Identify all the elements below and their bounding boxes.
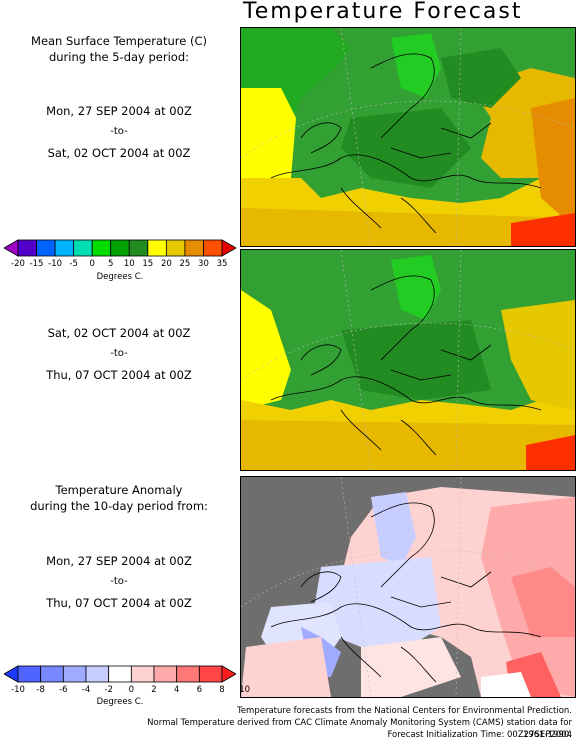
anomaly-colorbar-swatch xyxy=(17,665,42,683)
panel3-end-date: Thu, 07 OCT 2004 at 00Z xyxy=(46,596,192,610)
anomaly-colorbar-tick-label: 2 xyxy=(151,685,157,695)
anomaly-colorbar-tick-label: -6 xyxy=(59,685,68,695)
credits-line3: Forecast Initialization Time: 00Z27SEP20… xyxy=(387,730,572,740)
temperature-colorbar-tick-label: -15 xyxy=(29,259,44,269)
anomaly-colorbar-swatch xyxy=(198,665,223,683)
panel1-start-date: Mon, 27 SEP 2004 at 00Z xyxy=(46,104,192,118)
anomaly-colorbar-swatch xyxy=(176,665,200,683)
anomaly-colorbar-arrow-left xyxy=(4,665,19,683)
anomaly-colorbar-tick-label: 0 xyxy=(128,685,135,695)
panel2-start-date: Sat, 02 OCT 2004 at 00Z xyxy=(47,326,191,340)
anomaly-colorbar-tick-label: 4 xyxy=(173,685,180,695)
temperature-colorbar-swatch xyxy=(17,239,37,257)
temperature-colorbar-ticks: -20 -15 -10 -5 0 5 10 15 20 25 30 35 xyxy=(0,259,240,271)
anomaly-colorbar-swatch xyxy=(108,665,132,683)
mean-temperature-map-1 xyxy=(240,27,576,247)
temperature-colorbar-tick-label: 5 xyxy=(108,259,114,269)
panel1-end-date: Sat, 02 OCT 2004 at 00Z xyxy=(47,146,191,160)
temperature-colorbar-swatch xyxy=(73,239,93,257)
temperature-colorbar xyxy=(4,238,236,260)
temperature-colorbar-arrow-left xyxy=(4,239,19,257)
credits-line1: Temperature forecasts from the National … xyxy=(237,706,572,716)
panel1-to-label: -to- xyxy=(110,126,128,137)
temperature-colorbar-tick-label: 10 xyxy=(123,259,135,269)
anomaly-colorbar-tick-label: -2 xyxy=(104,685,113,695)
anomaly-colorbar-swatch xyxy=(130,665,155,683)
temperature-colorbar-arrow-right xyxy=(221,239,236,257)
mean-temperature-map-2 xyxy=(240,249,576,471)
temperature-colorbar-swatch xyxy=(147,239,167,257)
anomaly-colorbar-ticks: -10 -8 -6 -4 -2 0 2 4 6 8 10 xyxy=(0,685,250,697)
temperature-colorbar-swatch xyxy=(54,239,75,257)
anomaly-colorbar-tick-label: -4 xyxy=(81,685,91,695)
temperature-colorbar-tick-label: 0 xyxy=(89,259,95,269)
panel1-heading-line2: during the 5-day period: xyxy=(48,50,190,64)
anomaly-colorbar-tick-label: -10 xyxy=(11,685,25,695)
panel2-to-label: -to- xyxy=(110,348,128,359)
panel3-heading-line2: during the 10-day period from: xyxy=(30,499,208,513)
page-title: Temperature Forecast xyxy=(243,0,523,24)
temperature-colorbar-tick-label: -5 xyxy=(69,259,78,269)
anomaly-colorbar-unit: Degrees C. xyxy=(96,697,144,707)
temperature-colorbar-tick-label: 35 xyxy=(216,259,228,269)
temperature-colorbar-tick-label: 25 xyxy=(179,259,191,269)
panel2-end-date: Thu, 07 OCT 2004 at 00Z xyxy=(46,368,192,382)
anomaly-colorbar-tick-label: 8 xyxy=(219,685,225,695)
temperature-colorbar-swatch xyxy=(36,239,56,257)
temperature-colorbar-tick-label: 30 xyxy=(198,259,209,269)
anomaly-colorbar-swatch xyxy=(40,665,64,683)
panel3-to-label: -to- xyxy=(110,576,128,587)
anomaly-colorbar-swatch xyxy=(153,665,178,683)
temperature-colorbar-tick-label: 15 xyxy=(142,259,154,269)
temperature-colorbar-swatch xyxy=(165,239,186,257)
temperature-colorbar-swatch xyxy=(184,239,204,257)
anomaly-colorbar-tick-label: -8 xyxy=(36,685,45,695)
temperature-colorbar-tick-label: -20 xyxy=(11,259,25,269)
anomaly-colorbar-tick-label: 10 xyxy=(239,685,251,695)
anomaly-colorbar-tick-label: 6 xyxy=(196,685,203,695)
anomaly-colorbar-arrow-right xyxy=(221,665,236,683)
temperature-colorbar-swatch xyxy=(110,239,130,257)
temperature-colorbar-swatch xyxy=(128,239,149,257)
temperature-colorbar-tick-label: -10 xyxy=(48,259,63,269)
anomaly-colorbar xyxy=(4,664,236,686)
anomaly-colorbar-swatch xyxy=(85,665,110,683)
temperature-colorbar-swatch xyxy=(91,239,112,257)
temperature-colorbar-swatch xyxy=(203,239,223,257)
panel3-heading-line1: Temperature Anomaly xyxy=(55,483,183,497)
temperature-colorbar-tick-label: 20 xyxy=(160,259,172,269)
panel3-start-date: Mon, 27 SEP 2004 at 00Z xyxy=(46,554,192,568)
credits-line2: Normal Temperature derived from CAC Clim… xyxy=(147,718,572,740)
anomaly-colorbar-swatch xyxy=(62,665,87,683)
panel1-heading-line1: Mean Surface Temperature (C) xyxy=(31,34,207,48)
temperature-anomaly-map xyxy=(240,476,576,698)
temperature-colorbar-unit: Degrees C. xyxy=(96,272,144,282)
